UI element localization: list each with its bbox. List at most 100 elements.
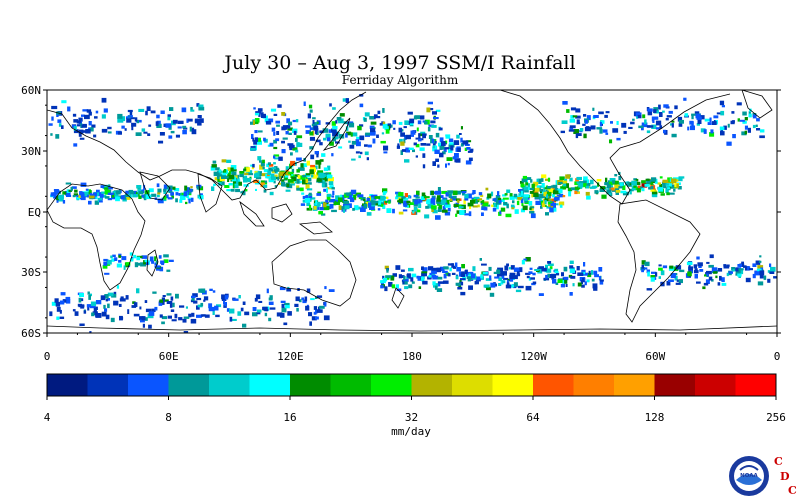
rain-cell — [506, 190, 510, 194]
rain-cell — [416, 196, 420, 198]
rain-cell — [96, 111, 99, 114]
colorbar-swatch — [574, 374, 615, 396]
rain-cell — [735, 268, 738, 272]
rain-cell — [84, 310, 87, 313]
rain-cell — [119, 304, 122, 307]
rain-cell — [213, 184, 216, 186]
rain-cell — [580, 128, 584, 131]
rain-cell — [759, 135, 765, 138]
rain-cell — [383, 191, 387, 193]
rain-cell — [537, 179, 539, 182]
rain-cell — [433, 117, 439, 119]
rain-cell — [286, 131, 289, 134]
rain-cell — [364, 204, 368, 208]
rain-cell — [293, 120, 296, 122]
rain-cell — [529, 211, 534, 214]
colorbar-label: 8 — [165, 411, 172, 424]
rain-cell — [107, 127, 111, 129]
rain-cell — [432, 268, 438, 271]
rain-cell — [282, 184, 286, 187]
rain-cell — [452, 273, 456, 275]
rain-cell — [399, 122, 403, 125]
rain-cell — [585, 127, 591, 131]
rain-cell — [577, 266, 580, 270]
rain-cell — [644, 262, 649, 266]
rain-cell — [173, 120, 178, 124]
rain-cell — [368, 145, 372, 148]
rain-cell — [708, 265, 714, 268]
rain-cell — [702, 286, 705, 289]
rain-cell — [704, 283, 708, 286]
rain-cell — [511, 205, 515, 208]
rain-cell — [54, 190, 59, 193]
rain-cell — [720, 127, 725, 131]
rain-cell — [598, 112, 604, 115]
rain-cell — [729, 271, 733, 274]
rain-cell — [560, 205, 563, 208]
rain-cell — [471, 274, 475, 279]
rain-cell — [235, 189, 240, 192]
rain-cell — [647, 272, 650, 277]
rain-cell — [236, 180, 238, 185]
rain-cell — [753, 274, 756, 278]
rain-cell — [255, 298, 258, 302]
rain-cell — [374, 116, 380, 118]
rain-cell — [715, 276, 717, 279]
rain-cell — [449, 194, 452, 198]
rain-cell — [428, 102, 433, 105]
rain-cell — [161, 111, 165, 115]
rain-cell — [289, 145, 295, 148]
rain-cell — [113, 301, 118, 306]
rain-cell — [412, 211, 414, 213]
rain-cell — [297, 179, 300, 184]
rain-cell — [371, 122, 377, 125]
rain-cell — [121, 256, 126, 260]
rain-cell — [346, 192, 349, 196]
rain-cell — [453, 191, 458, 196]
rain-cell — [486, 188, 489, 191]
rain-cell — [438, 281, 444, 284]
rain-cell — [418, 139, 422, 142]
rain-cell — [676, 283, 681, 285]
rain-cell — [373, 139, 376, 144]
rain-cell — [647, 130, 650, 133]
rain-cell — [188, 119, 193, 122]
rain-cell — [147, 106, 151, 111]
rain-cell — [658, 105, 661, 110]
rain-cell — [136, 257, 140, 261]
rain-cell — [459, 133, 462, 135]
rain-cell — [514, 282, 518, 286]
rain-cell — [350, 145, 355, 149]
rain-cell — [231, 189, 235, 192]
rain-cell — [157, 189, 161, 193]
rain-cell — [726, 142, 731, 146]
rain-cell — [753, 125, 756, 128]
colorbar-swatch — [250, 374, 291, 396]
rain-cell — [175, 294, 179, 299]
rain-cell — [163, 189, 167, 192]
rain-cell — [178, 317, 182, 320]
rain-cell — [225, 295, 228, 299]
rain-cell — [302, 175, 306, 178]
rain-cell — [317, 203, 321, 207]
rain-cell — [533, 282, 537, 285]
rain-cell — [276, 125, 280, 127]
rain-cell — [133, 255, 136, 258]
rain-cell — [439, 205, 443, 209]
rain-cell — [510, 193, 513, 196]
rain-cell — [343, 201, 349, 204]
rain-cell — [381, 204, 383, 207]
rain-cell — [445, 205, 451, 208]
rain-cell — [518, 286, 524, 288]
rain-cell — [117, 114, 122, 119]
rain-cell — [81, 183, 87, 187]
rain-cell — [504, 266, 508, 271]
rain-cell — [119, 316, 123, 321]
rain-cell — [588, 183, 591, 186]
rain-cell — [250, 148, 255, 151]
rain-cell — [441, 141, 446, 146]
rain-cell — [561, 131, 565, 133]
rain-cell — [253, 107, 256, 109]
rain-cell — [456, 135, 460, 139]
rain-cell — [104, 308, 107, 312]
